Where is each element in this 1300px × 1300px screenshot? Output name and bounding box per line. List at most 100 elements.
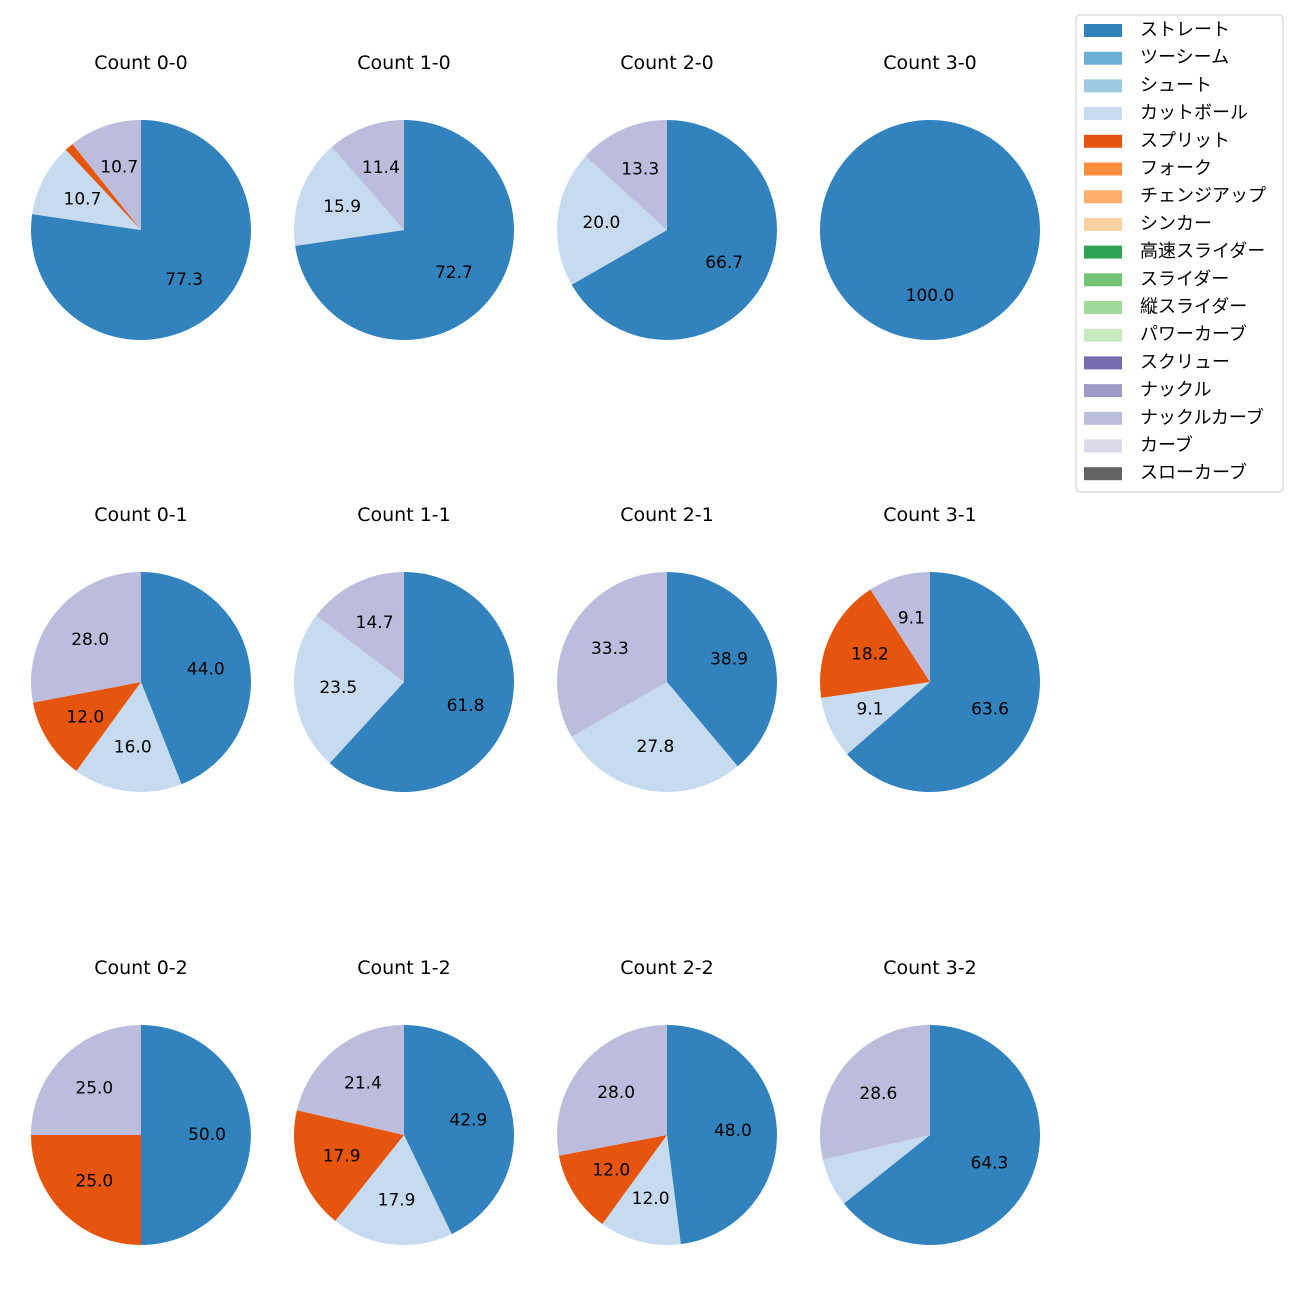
slice-value-label: 33.3 <box>591 639 629 659</box>
slice-value-label: 61.8 <box>447 696 485 716</box>
pie-count-0-1: Count 0-1 44.0 16.0 12.0 28.0 <box>31 504 252 793</box>
legend-swatch <box>1084 107 1122 121</box>
pie-title: Count 1-1 <box>357 504 451 526</box>
legend-swatch <box>1084 79 1122 93</box>
pie-slice <box>558 1135 667 1224</box>
legend-item: ツーシーム <box>1084 47 1229 68</box>
slice-value-label: 28.0 <box>597 1083 635 1103</box>
slice-value-label: 16.0 <box>114 737 152 757</box>
pie-slice <box>819 1025 930 1160</box>
slice-value-label: 10.7 <box>100 158 138 178</box>
legend-swatch <box>1084 467 1122 481</box>
pie-slice <box>295 120 515 340</box>
pie-slice <box>843 1025 1041 1245</box>
slice-value-label: 23.5 <box>319 678 357 698</box>
slice-value-label: 25.0 <box>75 1172 113 1192</box>
slice-value-label: 14.7 <box>356 613 394 633</box>
slice-value-label: 77.3 <box>165 270 203 290</box>
legend-item: カットボール <box>1084 103 1248 124</box>
pie-slice <box>65 143 141 230</box>
legend-label: シュート <box>1140 75 1212 96</box>
legend-swatch <box>1084 328 1122 342</box>
legend-swatch <box>1084 217 1122 231</box>
pie-slice <box>820 589 930 698</box>
slice-value-label: 10.7 <box>64 189 102 209</box>
slice-value-label: 44.0 <box>187 660 225 680</box>
pie-slice <box>331 120 404 230</box>
legend-label: スプリット <box>1140 130 1230 151</box>
pie-slice <box>31 572 141 703</box>
pie-slice <box>32 682 142 771</box>
slice-value-label: 17.9 <box>378 1191 416 1211</box>
pie-title: Count 3-2 <box>883 957 977 979</box>
slice-value-label: 9.1 <box>856 700 883 720</box>
slice-value-label: 9.1 <box>898 609 925 629</box>
legend-swatch <box>1084 301 1122 314</box>
pie-slice <box>571 682 738 792</box>
legend-item: スローカーブ <box>1084 462 1247 484</box>
pie-slice <box>316 572 404 682</box>
pie-slice <box>296 1025 404 1135</box>
legend-swatch <box>1084 245 1122 259</box>
legend-item: スプリット <box>1084 130 1230 151</box>
pie-slice <box>667 1025 777 1245</box>
legend-swatch <box>1084 190 1122 204</box>
slice-value-label: 15.9 <box>323 197 361 217</box>
slice-value-label: 72.7 <box>435 263 473 283</box>
pie-title: Count 1-2 <box>357 957 451 979</box>
legend-label: カーブ <box>1140 434 1193 456</box>
slice-value-label: 12.0 <box>632 1189 670 1209</box>
pie-slice <box>820 120 1040 340</box>
pie-slice <box>335 1135 452 1246</box>
legend-label: ナックル <box>1140 380 1211 401</box>
pie-slice <box>585 120 667 230</box>
pie-slice <box>571 120 777 340</box>
legend-item: ストレート <box>1084 20 1230 41</box>
pie-slice <box>822 1135 930 1204</box>
pie-title: Count 0-2 <box>94 957 188 979</box>
slice-value-label: 63.6 <box>971 699 1009 719</box>
legend-swatch <box>1084 134 1122 148</box>
slice-value-label: 28.6 <box>859 1084 897 1104</box>
pie-slice <box>32 149 141 230</box>
pie-slice <box>821 682 930 755</box>
slice-value-label: 25.0 <box>75 1078 113 1098</box>
slice-value-label: 20.0 <box>582 213 620 233</box>
legend-label: スクリュー <box>1140 352 1230 373</box>
pie-slice <box>329 572 514 792</box>
legend-label: チェンジアップ <box>1140 186 1266 207</box>
pie-slice <box>870 572 930 682</box>
pie-slice <box>31 1135 141 1245</box>
pie-count-3-1: Count 3-1 63.6 9.1 18.2 9.1 <box>820 504 1041 792</box>
legend-item: 縦スライダー <box>1084 297 1247 318</box>
pie-count-0-0: Count 0-0 77.3 10.7 10.7 <box>31 52 252 340</box>
legend-item: シンカー <box>1084 213 1212 234</box>
slice-value-label: 12.0 <box>66 707 104 727</box>
slice-value-label: 48.0 <box>714 1121 752 1141</box>
pie-slice <box>602 1135 681 1245</box>
legend-item: 高速スライダー <box>1084 241 1265 262</box>
legend-item: パワーカーブ <box>1084 323 1247 345</box>
legend-label: フォーク <box>1140 158 1212 179</box>
pie-count-2-0: Count 2-0 66.7 20.0 13.3 <box>556 52 777 340</box>
slice-value-label: 42.9 <box>449 1110 487 1130</box>
slice-value-label: 12.0 <box>592 1160 630 1180</box>
pie-title: Count 3-0 <box>883 52 977 74</box>
slice-value-label: 28.0 <box>71 630 109 650</box>
pie-slice <box>31 119 252 340</box>
pie-slice <box>293 615 404 764</box>
slice-value-label: 27.8 <box>637 737 675 757</box>
pie-slice <box>294 1110 404 1221</box>
pie-count-3-2: Count 3-2 64.3 28.6 <box>819 957 1041 1245</box>
pies-layer: Count 0-0 77.3 10.7 10.7 Count 1-0 72.7 15.911… <box>31 52 1041 1246</box>
pie-slice <box>141 1025 251 1245</box>
pie-title: Count 3-1 <box>883 504 977 526</box>
pie-slice <box>556 572 667 737</box>
pie-title: Count 0-0 <box>94 52 188 74</box>
pie-slice <box>72 120 141 230</box>
slice-value-label: 18.2 <box>851 645 889 665</box>
pie-slice <box>31 1025 141 1135</box>
legend-item: スクリュー <box>1084 352 1230 373</box>
pie-title: Count 2-0 <box>620 52 714 74</box>
